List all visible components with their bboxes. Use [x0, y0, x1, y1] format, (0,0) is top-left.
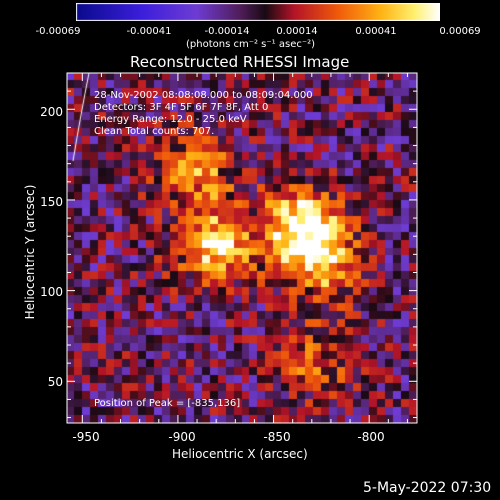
y-tick-label: 200: [40, 105, 63, 119]
x-tick-label: -800: [357, 430, 385, 444]
colorbar-tick: -0.00069: [35, 26, 81, 37]
x-axis-label: Heliocentric X (arcsec): [172, 447, 308, 461]
x-tick-label: -900: [168, 430, 196, 444]
colorbar-tick: -0.00014: [204, 26, 250, 37]
x-tick-label: -850: [263, 430, 291, 444]
footer-timestamp: 5-May-2022 07:30: [363, 480, 492, 496]
annotation-energy: Energy Range: 12.0 - 25.0 keV: [94, 114, 247, 125]
colorbar-tick: 0.00069: [439, 26, 481, 37]
annotation-block: 28-Nov-2002 08:08:08.000 to 08:09:04.000…: [94, 90, 313, 138]
annotation-time: 28-Nov-2002 08:08:08.000 to 08:09:04.000: [94, 90, 313, 101]
x-tick-label: -950: [72, 430, 100, 444]
y-tick-label: 150: [40, 195, 63, 209]
rhessi-image: [67, 73, 417, 423]
y-axis-label: Heliocentric Y (arcsec): [23, 184, 37, 320]
colorbar: [76, 3, 440, 21]
y-tick-label: 50: [47, 375, 63, 389]
colorbar-units: (photons cm⁻² s⁻¹ asec⁻²): [186, 39, 316, 50]
chart-title: Reconstructed RHESSI Image: [130, 53, 350, 71]
peak-position-label: Position of Peak = [-835,136]: [94, 398, 241, 409]
colorbar-tick: 0.00014: [276, 26, 318, 37]
y-tick-label: 100: [40, 285, 63, 299]
colorbar-tick: 0.00041: [355, 26, 397, 37]
annotation-counts: Clean Total counts: 707.: [94, 126, 215, 137]
annotation-detectors: Detectors: 3F 4F 5F 6F 7F 8F, Att 0: [94, 102, 269, 113]
colorbar-tick: -0.00041: [126, 26, 172, 37]
